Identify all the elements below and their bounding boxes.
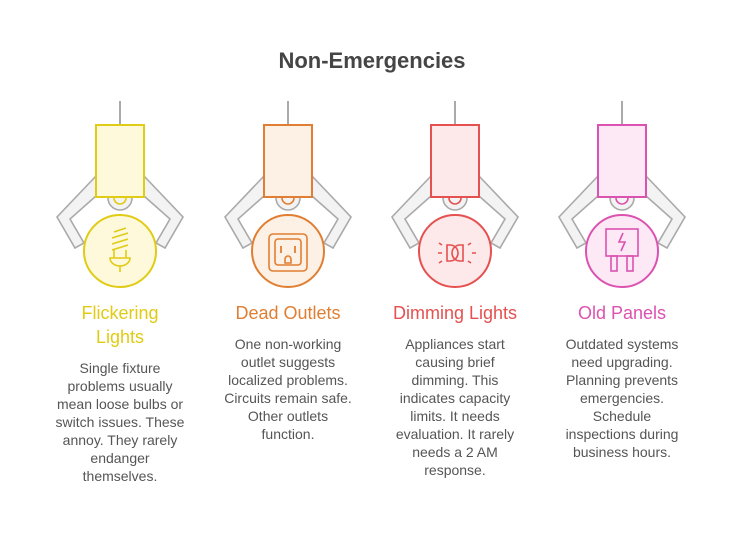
card-heading: Old Panels (577, 303, 667, 323)
claw-illustration (558, 101, 686, 288)
claw-illustration (224, 101, 352, 288)
claw-body (95, 124, 145, 198)
card-heading: Dimming Lights (392, 303, 518, 323)
claw-pivot-inner (113, 197, 127, 205)
card-description: Appliances start causing brief dimming. … (395, 336, 515, 478)
claw-body (263, 124, 313, 198)
card-description: Single fixture problems usually mean loo… (55, 360, 185, 484)
outlet-icon (268, 233, 308, 272)
claw-illustration (391, 101, 519, 288)
page-title: Non-Emergencies (278, 48, 466, 73)
card-description: One non-working outlet suggests localize… (224, 336, 352, 442)
claw-illustration (56, 101, 184, 288)
icon-circle (418, 214, 492, 288)
card-old-panels: Old Panels Outdated systems need upgradi… (538, 95, 706, 461)
claw-body (597, 124, 647, 198)
electrical-panel-icon (605, 228, 639, 272)
card-heading: Flickering Lights (81, 303, 159, 347)
icon-circle (585, 214, 659, 288)
card-description: Outdated systems need upgrading. Plannin… (565, 336, 679, 460)
claw-body (430, 124, 480, 198)
claw-pivot-inner (281, 197, 295, 205)
icon-circle (83, 214, 157, 288)
dim-light-icon (438, 242, 476, 264)
card-heading: Dead Outlets (235, 303, 341, 323)
claw-pivot-inner (448, 197, 462, 205)
card-dead-outlets: Dead Outlets One non-working outlet sugg… (204, 95, 372, 443)
icon-circle (251, 214, 325, 288)
claw-pivot-inner (615, 197, 629, 205)
card-flickering-lights: Flickering Lights Single fixture problem… (36, 95, 204, 485)
light-bulb-icon (109, 227, 131, 272)
card-dimming-lights: Dimming Lights Appliances start causing … (371, 95, 539, 479)
